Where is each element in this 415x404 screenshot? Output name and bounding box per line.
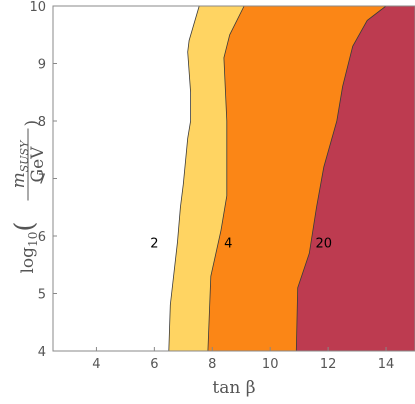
y-axis-close-paren-text: ) [22, 120, 42, 127]
contour-labels: 2 4 20 [150, 237, 332, 252]
x-tick-label: 4 [92, 357, 100, 372]
y-tick-label: 7 [38, 173, 46, 188]
plot-regions [168, 5, 415, 352]
y-tick-label: 6 [38, 230, 46, 245]
y-tick-label: 8 [38, 115, 46, 130]
x-tick-label: 8 [208, 357, 216, 372]
y-tick-label: 9 [38, 58, 46, 73]
y-tick-label: 5 [38, 288, 46, 303]
y-axis-numerator: m [9, 172, 29, 188]
contour-label-2: 2 [150, 237, 158, 252]
contour-line-4 [207, 5, 245, 352]
x-tick-label: 6 [150, 357, 158, 372]
x-axis-title: tan β [212, 378, 255, 398]
y-axis-log-base: 10 [26, 232, 40, 247]
contour-label-20: 20 [316, 237, 333, 252]
region-20 [296, 6, 415, 351]
y-axis-title: log10( mSUSY GeV ) [9, 120, 48, 274]
y-tick-label: 10 [29, 0, 46, 15]
x-axis-title-text: tan β [212, 378, 255, 398]
axis-ticks: 4 6 8 10 12 14 4 5 6 7 8 9 10 [29, 0, 394, 372]
contour-label-4: 4 [224, 237, 232, 252]
y-axis-close-paren: ) [22, 120, 42, 127]
y-axis-denominator: GeV [28, 146, 48, 183]
y-tick-label: 4 [38, 345, 46, 360]
contour-line-2 [168, 5, 200, 352]
y-axis-log: log [18, 247, 38, 274]
contour-line-20 [295, 5, 387, 352]
x-tick-label: 12 [320, 357, 337, 372]
x-tick-label: 14 [378, 357, 395, 372]
y-axis-log-text: log10( [10, 222, 40, 274]
x-tick-label: 10 [262, 357, 279, 372]
y-axis-denominator-text: GeV [28, 146, 48, 183]
y-axis-open-paren: ( [10, 222, 40, 232]
